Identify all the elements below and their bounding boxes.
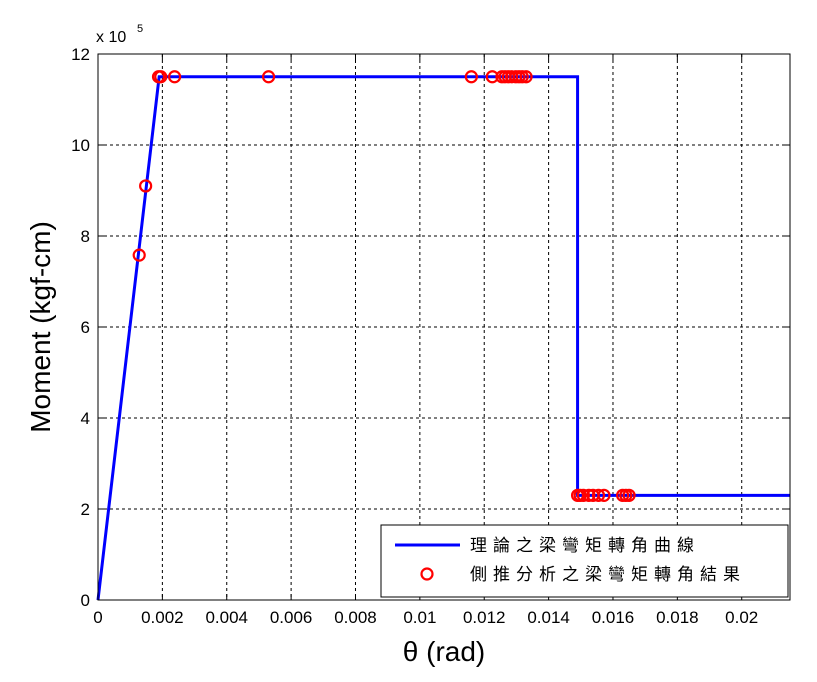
pushover-data-point (132, 248, 146, 262)
legend-label-pushover: 側推分析之梁彎矩轉角結果 (470, 565, 746, 585)
pushover-data-point (464, 70, 478, 84)
pushover-data-point (519, 70, 533, 84)
pushover-data-point (622, 488, 636, 502)
y-tick-label: 6 (81, 318, 90, 337)
y-tick-label: 2 (81, 500, 90, 519)
grid (98, 54, 790, 600)
y-scale-exponent: 5 (137, 23, 143, 35)
y-tick-label: 8 (81, 227, 90, 246)
pushover-data-point (515, 70, 529, 84)
pushover-data-point (168, 70, 182, 84)
pushover-data-point (597, 488, 611, 502)
x-tick-label: 0.01 (403, 608, 436, 627)
x-tick-label: 0.002 (141, 608, 184, 627)
x-tick-label: 0.012 (463, 608, 506, 627)
x-tick-label: 0.006 (270, 608, 313, 627)
x-tick-label: 0.008 (334, 608, 377, 627)
pushover-data-point (591, 488, 606, 502)
x-tick-label: 0.016 (592, 608, 635, 627)
legend-box (380, 524, 789, 598)
y-tick-label: 12 (71, 45, 90, 64)
x-tick-label: 0 (93, 608, 102, 627)
pushover-data-point (485, 70, 499, 84)
y-scale-multiplier: x 10 (96, 29, 126, 46)
theory-curve-line (96, 75, 790, 601)
x-axis-label: θ (rad) (403, 636, 485, 667)
pushover-data-point (582, 488, 596, 502)
y-tick-label: 4 (81, 409, 90, 428)
pushover-data-point (261, 70, 276, 84)
legend-circle-marker-swatch (420, 567, 434, 581)
pushover-data-point (154, 70, 168, 84)
legend-label-theory: 理論之梁彎矩轉角曲線 (470, 536, 700, 556)
x-tick-label: 0.018 (656, 608, 699, 627)
y-tick-label: 0 (81, 591, 90, 610)
x-tick-label: 0.004 (205, 608, 248, 627)
plot-area (96, 70, 790, 601)
y-axis-label: Moment (kgf-cm) (25, 221, 56, 433)
axes: 0 0.002 0.004 0.006 0.008 0.01 0.012 0.014 0.016… (71, 45, 791, 627)
y-tick-label: 10 (71, 136, 90, 155)
pushover-data-point (576, 488, 590, 502)
x-tick-label: 0.014 (527, 608, 570, 627)
pushover-data-point (139, 179, 153, 193)
legend: 理論之梁彎矩轉角曲線 側推分析之梁彎矩轉角結果 (380, 524, 789, 598)
x-tick-label: 0.02 (725, 608, 758, 627)
